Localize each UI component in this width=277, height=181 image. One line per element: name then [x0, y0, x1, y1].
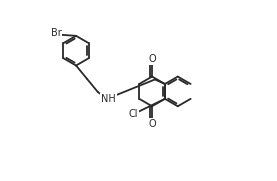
- Text: Br: Br: [51, 28, 62, 39]
- Text: NH: NH: [101, 94, 116, 104]
- Text: O: O: [148, 54, 156, 64]
- Text: Cl: Cl: [128, 109, 138, 119]
- Text: O: O: [148, 119, 156, 129]
